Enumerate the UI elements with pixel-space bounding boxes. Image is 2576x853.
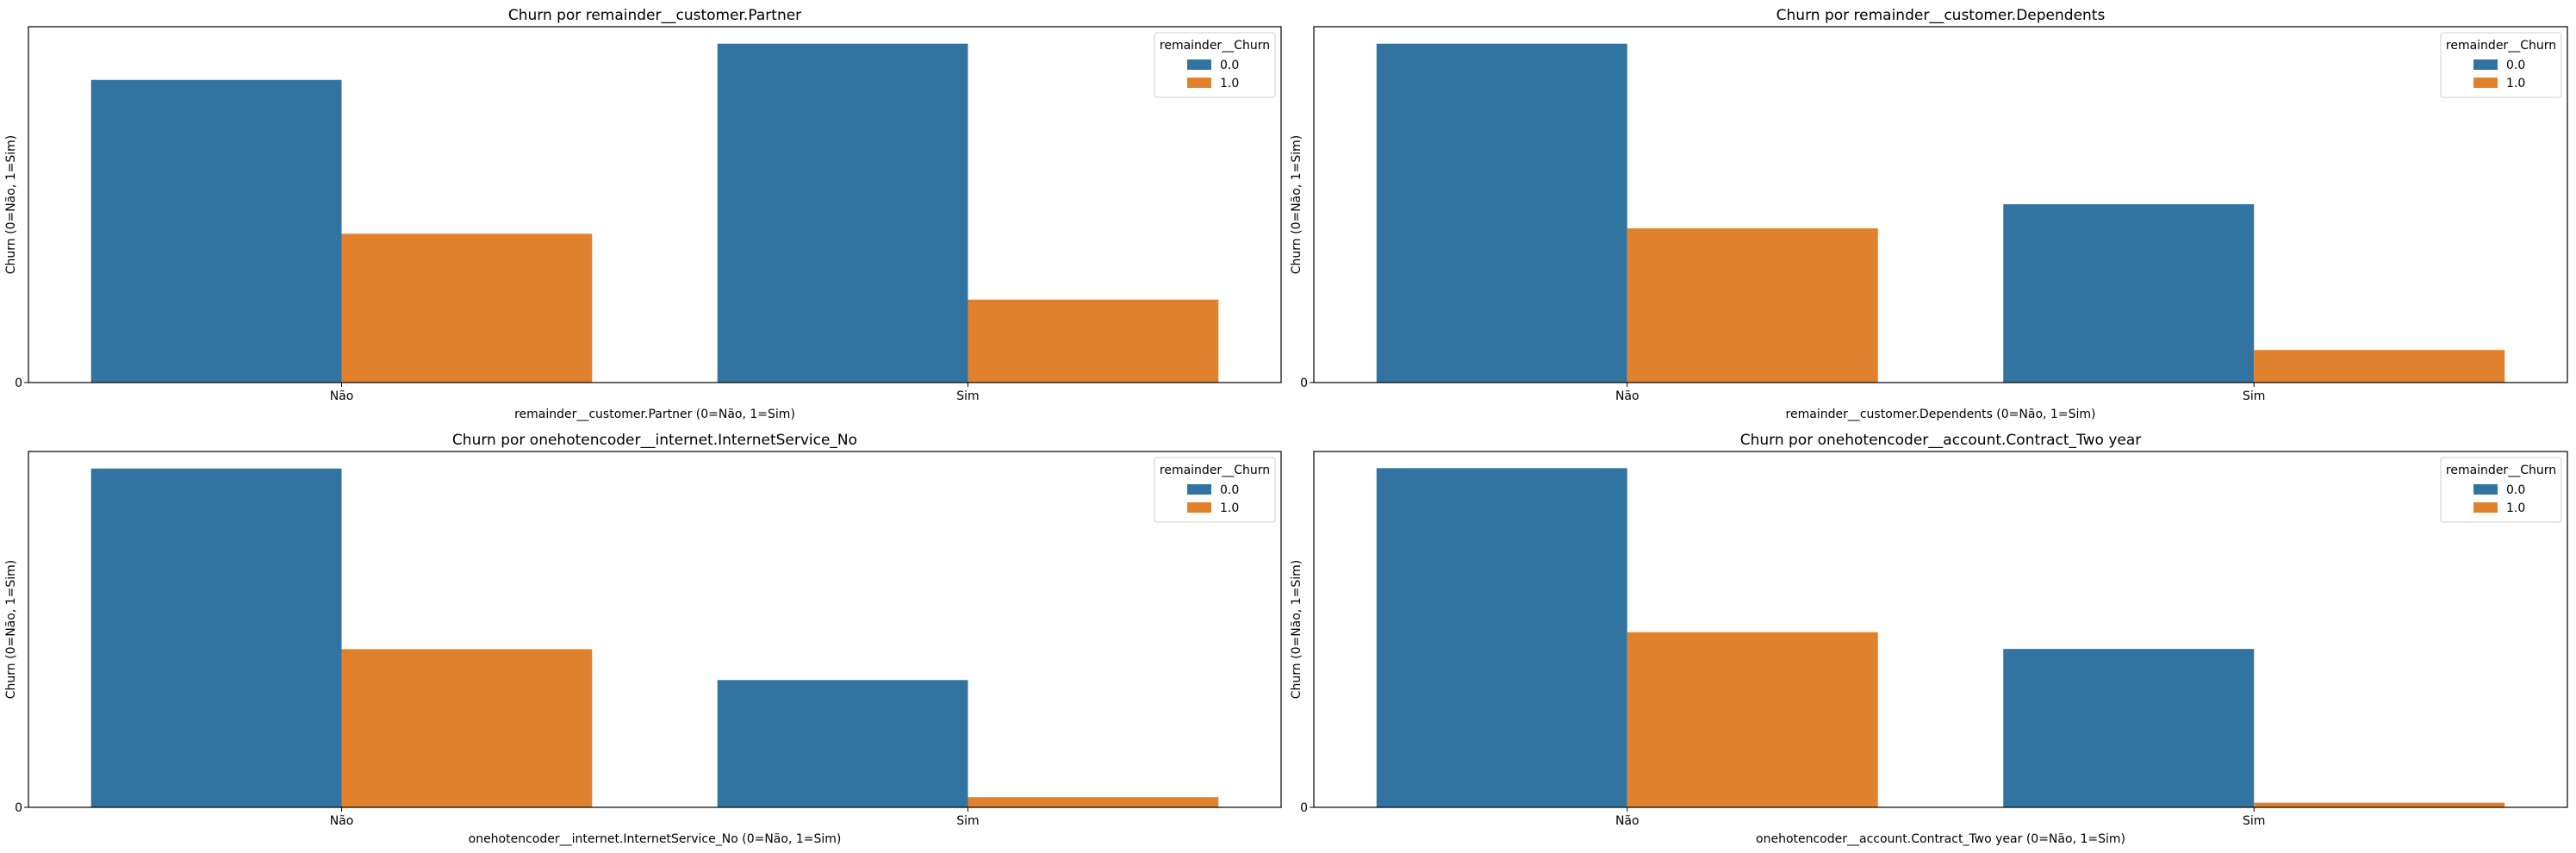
legend-entry-1: 1.0 [2506, 77, 2525, 90]
bar-não-series-1 [1627, 227, 1878, 383]
bar-não-series-1 [1627, 632, 1878, 807]
x-tick-label: Não [1615, 389, 1640, 403]
x-tick-label: Não [330, 814, 354, 828]
subplot-2: Não Sim 0 Churn por remainder__customer.Dep… [1290, 7, 2568, 421]
x-axis-label: onehotencoder__internet.InternetService_… [469, 832, 842, 846]
plot-frame [28, 451, 1282, 808]
legend-title: remainder__Churn [2446, 39, 2556, 53]
legend-entry-0: 0.0 [2506, 59, 2525, 72]
plot-frame [1313, 26, 2568, 383]
bar-não-series-0 [90, 79, 342, 383]
y-tick-label: 0 [15, 377, 22, 390]
subplot-title: Churn por onehotencoder__internet.Intern… [452, 432, 857, 449]
bar-sim-series-0 [2003, 204, 2255, 383]
plot-frame [28, 26, 1282, 383]
legend-swatch-0 [1187, 59, 1211, 70]
x-tick-label: Sim [2243, 389, 2265, 403]
legend-box [2440, 457, 2562, 523]
bar-sim-series-1 [968, 299, 1219, 383]
legend-entry-1: 1.0 [2506, 501, 2525, 515]
x-tick-label: Sim [2243, 814, 2265, 828]
legend-entry-1: 1.0 [1220, 501, 1239, 515]
bar-não-series-1 [341, 649, 593, 807]
y-axis-label: Churn (0=Não, 1=Sim) [4, 560, 18, 700]
plot-frame [1313, 451, 2568, 808]
subplot-title: Churn por onehotencoder__account.Contrac… [1740, 432, 2142, 449]
bar-não-series-0 [1376, 468, 1627, 807]
y-tick-label: 0 [1300, 377, 1308, 390]
x-tick-label: Não [1615, 814, 1640, 828]
legend: remainder__Churn 0.0 1.0 [1154, 32, 1276, 98]
y-axis-label: Churn (0=Não, 1=Sim) [4, 135, 18, 275]
legend-title: remainder__Churn [1160, 464, 1270, 477]
legend-swatch-1 [1187, 78, 1211, 88]
bar-sim-series-1 [968, 797, 1219, 807]
legend-swatch-1 [2473, 78, 2498, 88]
legend-swatch-0 [2473, 484, 2498, 495]
legend-title: remainder__Churn [1160, 39, 1270, 53]
legend: remainder__Churn 0.0 1.0 [1154, 457, 1276, 523]
legend-entry-0: 0.0 [1220, 59, 1239, 72]
legend-entry-1: 1.0 [1220, 77, 1239, 90]
bar-não-series-0 [1376, 43, 1627, 383]
bar-sim-series-0 [717, 43, 968, 383]
legend-entry-0: 0.0 [1220, 483, 1239, 497]
subplot-title: Churn por remainder__customer.Partner [508, 7, 801, 24]
x-axis-label: onehotencoder__account.Contract_Two year… [1756, 832, 2125, 846]
legend-swatch-1 [2473, 502, 2498, 513]
y-tick-label: 0 [15, 801, 22, 815]
bar-sim-series-0 [717, 680, 968, 807]
subplot-3: Não Sim 0 Churn por onehotencoder__internet… [4, 432, 1282, 846]
legend-swatch-1 [1187, 502, 1211, 513]
legend-box [1154, 457, 1276, 523]
subplot-4: Não Sim 0 Churn por onehotencoder__account.… [1290, 432, 2568, 846]
legend-box [1154, 32, 1276, 98]
x-axis-label: remainder__customer.Partner (0=Não, 1=Si… [514, 408, 795, 421]
legend-title: remainder__Churn [2446, 464, 2556, 477]
bar-não-series-0 [90, 468, 342, 807]
bar-sim-series-1 [2254, 802, 2505, 807]
x-axis-label: remainder__customer.Dependents (0=Não, 1… [1786, 408, 2096, 421]
y-axis-label: Churn (0=Não, 1=Sim) [1290, 560, 1304, 700]
subplot-1: Não Sim 0 Churn por remainder__customer.Par… [4, 7, 1282, 421]
bar-sim-series-0 [2003, 649, 2255, 807]
bar-não-series-1 [341, 233, 593, 383]
bar-sim-series-1 [2254, 350, 2505, 383]
x-tick-label: Sim [956, 814, 979, 828]
legend-box [2440, 32, 2562, 98]
legend: remainder__Churn 0.0 1.0 [2440, 32, 2562, 98]
x-tick-label: Sim [956, 389, 979, 403]
y-axis-label: Churn (0=Não, 1=Sim) [1290, 135, 1304, 275]
subplot-title: Churn por remainder__customer.Dependents [1776, 7, 2106, 24]
y-tick-label: 0 [1300, 801, 1308, 815]
legend-swatch-0 [2473, 59, 2498, 70]
legend-entry-0: 0.0 [2506, 483, 2525, 497]
x-tick-label: Não [330, 389, 354, 403]
legend: remainder__Churn 0.0 1.0 [2440, 457, 2562, 523]
legend-swatch-0 [1187, 484, 1211, 495]
